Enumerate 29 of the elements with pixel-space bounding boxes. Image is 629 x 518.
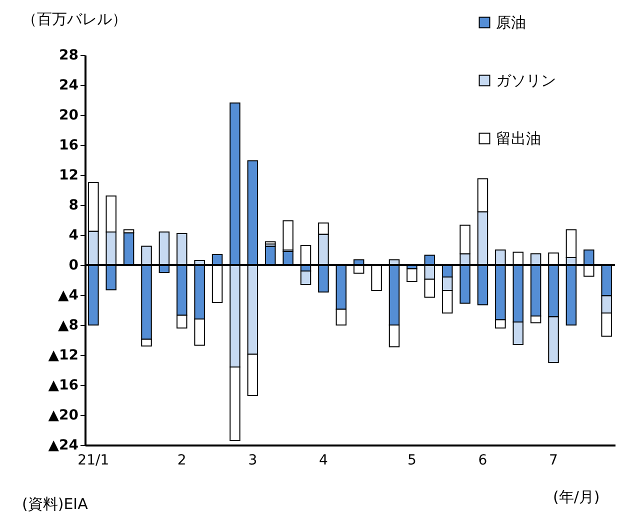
y-tick-label: 28 bbox=[59, 48, 78, 64]
bar bbox=[265, 241, 276, 244]
y-tick-label: ▲16 bbox=[48, 378, 78, 394]
y-tick-label: 16 bbox=[59, 138, 78, 154]
y-axis-title: （百万バレル） bbox=[22, 10, 127, 29]
x-tick-label: 2 bbox=[177, 452, 186, 468]
text: (資料)EIA bbox=[22, 495, 88, 514]
y-tick-label: 4 bbox=[68, 228, 79, 244]
legend-label: ガソリン bbox=[496, 72, 556, 90]
x-axis-title: (年/月) bbox=[553, 488, 600, 507]
y-tick-label: ▲4 bbox=[58, 288, 79, 304]
x-tick-label: 6 bbox=[478, 452, 488, 468]
y-tick-label: 24 bbox=[59, 78, 79, 94]
y-tick-label: 20 bbox=[59, 108, 79, 124]
y-tick-label: 0 bbox=[68, 258, 79, 274]
x-tick-label: 4 bbox=[318, 452, 328, 468]
x-tick-label: 21/1 bbox=[78, 452, 110, 468]
y-tick-label: ▲8 bbox=[58, 318, 78, 334]
legend-label: 留出油 bbox=[496, 130, 541, 148]
y-tick-label: ▲24 bbox=[48, 438, 79, 454]
x-tick-label: 7 bbox=[549, 452, 558, 468]
y-tick-label: 12 bbox=[59, 168, 78, 184]
y-tick-label: 8 bbox=[68, 198, 78, 214]
x-tick-label: 5 bbox=[407, 452, 416, 468]
y-tick-label: ▲20 bbox=[48, 408, 79, 424]
x-tick-label: 3 bbox=[248, 452, 258, 468]
bar bbox=[406, 268, 418, 282]
y-tick-label: ▲12 bbox=[48, 348, 78, 364]
legend-label: 原油 bbox=[496, 14, 526, 32]
